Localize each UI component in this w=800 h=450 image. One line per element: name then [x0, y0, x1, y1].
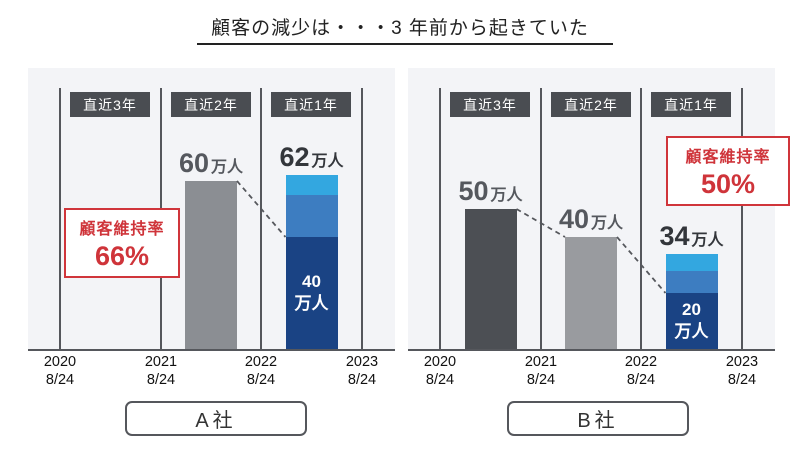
retention-rate-value: 50% — [700, 168, 756, 199]
period-label-2yr: 直近2年 — [551, 92, 631, 117]
bar — [464, 209, 517, 349]
bar-value-label: 50 万人 — [458, 176, 522, 207]
bar-segment — [285, 237, 338, 349]
grid-line — [361, 88, 363, 349]
grid-line — [540, 88, 542, 349]
stacked-bar: 20 万人 — [665, 253, 718, 349]
bar-value-label: 40 万人 — [559, 204, 623, 235]
x-tick-date: 8/24 — [246, 371, 276, 388]
grid-line — [741, 88, 743, 349]
bar-value-unit: 万人 — [211, 159, 244, 176]
bar-value-number: 34 — [659, 220, 690, 251]
bar-value-number: 60 — [178, 148, 210, 178]
bar-value-unit: 万人 — [311, 153, 344, 171]
x-tick-year: 2022 — [244, 354, 278, 370]
bar-value-label: 34 万人 — [659, 221, 723, 252]
x-tick-year: 2021 — [524, 354, 558, 370]
x-tick: 2023 8/24 — [330, 354, 394, 389]
x-tick: 2022 8/24 — [229, 354, 293, 389]
x-tick: 2021 8/24 — [129, 354, 193, 389]
x-tick-year: 2022 — [624, 354, 658, 370]
x-tick-year: 2021 — [144, 354, 178, 370]
period-label-1yr: 直近1年 — [651, 92, 731, 117]
x-tick-date: 8/24 — [425, 371, 455, 388]
grid-line — [439, 88, 441, 349]
x-tick-date: 8/24 — [45, 371, 75, 388]
grid-line — [640, 88, 642, 349]
retention-rate-label: 顧客維持率 — [79, 220, 165, 238]
title-underline — [197, 43, 613, 45]
chart-panel-company-a: 直近3年 直近2年 直近1年 顧客維持率 66% 2020 8/24 2021 … — [28, 68, 395, 388]
x-tick: 2022 8/24 — [609, 354, 673, 389]
grid-line — [59, 88, 61, 349]
period-label-3yr: 直近3年 — [70, 92, 150, 117]
x-tick-date: 8/24 — [347, 371, 377, 388]
retention-rate-value: 66% — [94, 240, 150, 271]
company-a-label: A社 — [125, 401, 307, 436]
x-tick-date: 8/24 — [626, 371, 656, 388]
x-tick-date: 8/24 — [526, 371, 556, 388]
bar-value-label: 60 万人 — [179, 148, 243, 179]
x-tick: 2020 8/24 — [408, 354, 472, 389]
bar-value-number: 62 — [279, 142, 310, 173]
x-tick-year: 2023 — [725, 354, 759, 370]
bar-value-label: 62 万人 — [279, 142, 343, 173]
x-tick-date: 8/24 — [146, 371, 176, 388]
bar-segment — [665, 270, 718, 293]
retention-rate-callout: 顧客維持率 50% — [666, 136, 790, 206]
period-label-2yr: 直近2年 — [171, 92, 251, 117]
retention-rate-label: 顧客維持率 — [685, 148, 771, 166]
bar-value-unit: 万人 — [490, 187, 523, 204]
bar-segment — [665, 253, 718, 271]
x-tick: 2020 8/24 — [28, 354, 92, 389]
bar-segment — [285, 195, 338, 237]
stacked-bar: 40 万人 — [285, 175, 338, 349]
bar-value-number: 40 — [558, 204, 590, 234]
x-tick-date: 8/24 — [727, 371, 757, 388]
retention-rate-callout: 顧客維持率 66% — [64, 208, 180, 278]
company-b-label: B社 — [507, 401, 689, 436]
x-tick-year: 2020 — [423, 354, 457, 370]
x-tick: 2023 8/24 — [710, 354, 774, 389]
x-tick-year: 2023 — [345, 354, 379, 370]
grid-line — [260, 88, 262, 349]
bar-value-unit: 万人 — [691, 231, 724, 249]
period-label-3yr: 直近3年 — [450, 92, 530, 117]
x-tick: 2021 8/24 — [509, 354, 573, 389]
period-label-1yr: 直近1年 — [271, 92, 351, 117]
bar-segment — [285, 175, 338, 195]
chart-panel-company-b: 直近3年 直近2年 直近1年 顧客維持率 50% 2020 8/24 2021 … — [408, 68, 790, 388]
bar-inner-value: 40 万人 — [294, 271, 329, 313]
x-tick-year: 2020 — [43, 354, 77, 370]
bar-value-number: 50 — [458, 176, 489, 206]
bar-inner-value: 20 万人 — [674, 299, 709, 341]
page-title: 顧客の減少は・・・3 年前から起きていた — [211, 18, 589, 39]
bar — [565, 237, 617, 349]
bar-value-unit: 万人 — [591, 215, 624, 232]
bar — [185, 181, 237, 349]
bar-segment — [665, 293, 718, 349]
